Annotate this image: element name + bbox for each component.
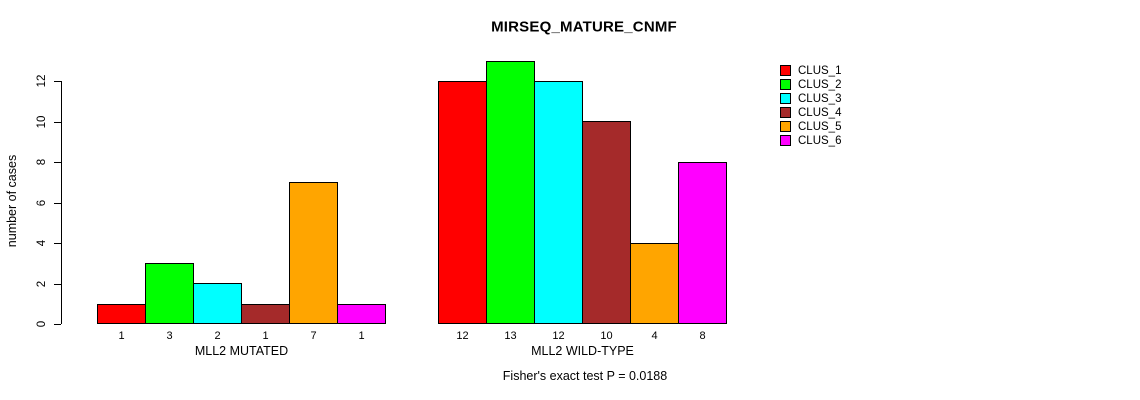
y-axis-tick bbox=[54, 81, 61, 82]
y-axis-line bbox=[61, 81, 62, 324]
bar-clus_1-wild-type bbox=[438, 81, 487, 324]
bar-value-label: 8 bbox=[699, 330, 706, 342]
y-axis-tick bbox=[54, 203, 61, 204]
legend-item-clus_4: CLUS_4 bbox=[780, 106, 841, 119]
bar-clus_1-mutated bbox=[97, 304, 146, 324]
bar-clus_2-wild-type bbox=[486, 61, 535, 324]
y-axis-label: number of cases bbox=[5, 154, 19, 248]
legend-swatch-clus_3 bbox=[780, 93, 791, 104]
bar-value-label: 7 bbox=[310, 330, 317, 342]
legend-item-clus_3: CLUS_3 bbox=[780, 92, 841, 105]
bar-clus_3-mutated bbox=[193, 283, 242, 324]
bar-value-label: 3 bbox=[166, 330, 173, 342]
y-axis-tick bbox=[54, 122, 61, 123]
annotation-text: Fisher's exact test P = 0.0188 bbox=[502, 369, 668, 383]
bar-value-label: 1 bbox=[262, 330, 269, 342]
bar-clus_2-mutated bbox=[145, 263, 194, 324]
bar-clus_5-mutated bbox=[289, 182, 338, 324]
bar-value-label: 1 bbox=[118, 330, 125, 342]
y-axis-tick bbox=[54, 162, 61, 163]
y-axis-tick-label: 12 bbox=[36, 74, 48, 88]
group-label-mutated: MLL2 MUTATED bbox=[194, 344, 289, 358]
y-axis-tick-label: 4 bbox=[36, 239, 48, 247]
bar-clus_4-wild-type bbox=[582, 121, 631, 324]
bar-value-label: 13 bbox=[504, 330, 517, 342]
legend-swatch-clus_2 bbox=[780, 79, 791, 90]
bar-value-label: 12 bbox=[552, 330, 565, 342]
legend-item-clus_1: CLUS_1 bbox=[780, 64, 841, 77]
legend-label: CLUS_5 bbox=[798, 120, 842, 133]
y-axis-tick-label: 8 bbox=[36, 158, 48, 166]
group-label-wild-type: MLL2 WILD-TYPE bbox=[531, 344, 634, 358]
legend-label: CLUS_2 bbox=[798, 78, 842, 91]
legend-item-clus_2: CLUS_2 bbox=[780, 78, 841, 91]
legend-label: CLUS_3 bbox=[798, 92, 842, 105]
legend-item-clus_5: CLUS_5 bbox=[780, 120, 841, 133]
y-axis-tick-label: 0 bbox=[36, 320, 48, 328]
legend-item-clus_6: CLUS_6 bbox=[780, 134, 841, 147]
bar-clus_4-mutated bbox=[241, 304, 290, 324]
legend-label: CLUS_6 bbox=[798, 134, 842, 147]
legend-swatch-clus_6 bbox=[780, 135, 791, 146]
legend-label: CLUS_4 bbox=[798, 106, 842, 119]
legend-swatch-clus_1 bbox=[780, 65, 791, 76]
y-axis-tick-label: 2 bbox=[36, 280, 48, 288]
y-axis-tick-label: 6 bbox=[36, 199, 48, 207]
bar-clus_6-wild-type bbox=[678, 162, 727, 324]
y-axis-tick-label: 10 bbox=[36, 115, 48, 129]
legend-swatch-clus_4 bbox=[780, 107, 791, 118]
legend-swatch-clus_5 bbox=[780, 121, 791, 132]
chart-title: MIRSEQ_MATURE_CNMF bbox=[491, 18, 677, 36]
y-axis-tick bbox=[54, 284, 61, 285]
bar-clus_5-wild-type bbox=[630, 243, 679, 324]
bar-value-label: 2 bbox=[214, 330, 221, 342]
legend-label: CLUS_1 bbox=[798, 64, 842, 77]
y-axis-tick bbox=[54, 243, 61, 244]
bar-clus_3-wild-type bbox=[534, 81, 583, 324]
y-axis-tick bbox=[54, 324, 61, 325]
bar-value-label: 1 bbox=[358, 330, 365, 342]
bar-value-label: 12 bbox=[456, 330, 469, 342]
bar-value-label: 10 bbox=[600, 330, 613, 342]
bar-clus_6-mutated bbox=[337, 304, 386, 324]
bar-value-label: 4 bbox=[651, 330, 658, 342]
